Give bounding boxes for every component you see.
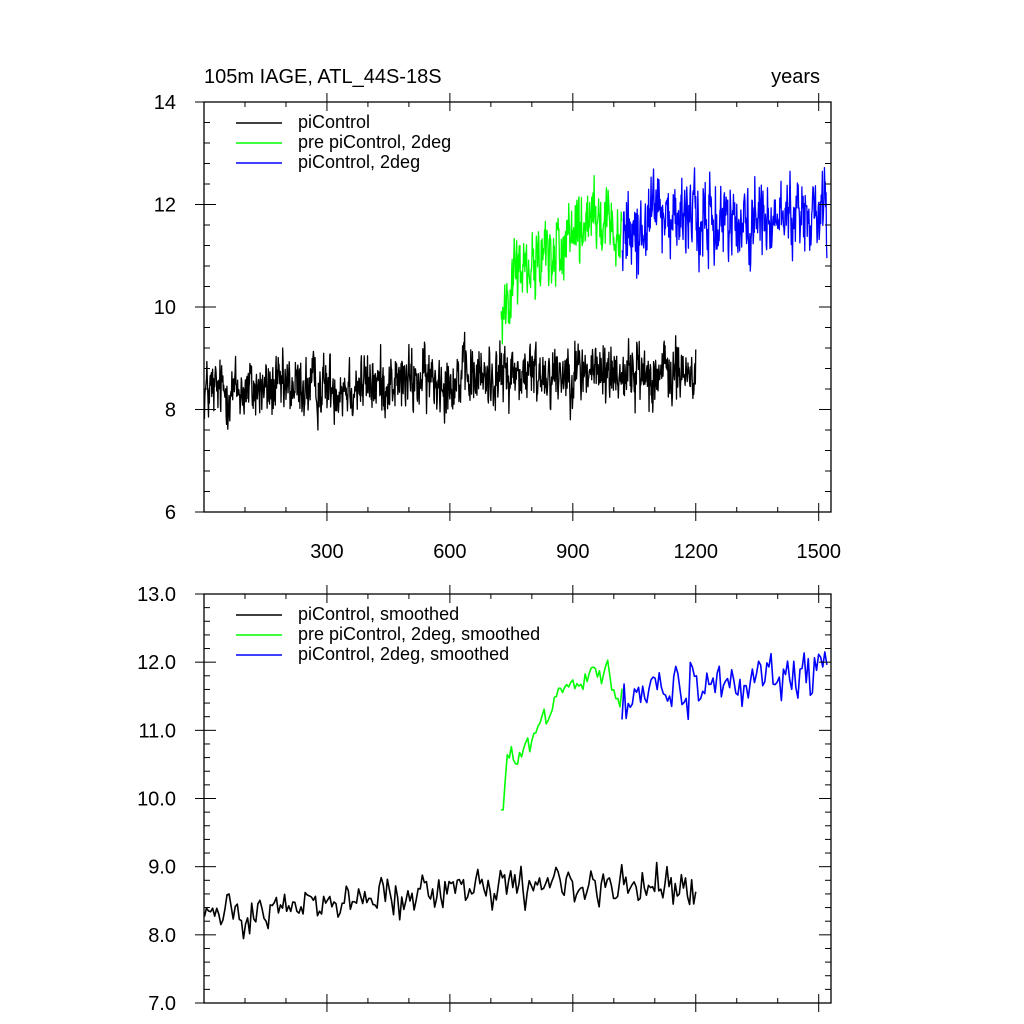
- top-series-line-2: [621, 167, 828, 279]
- y-tick-label: 8: [165, 400, 176, 422]
- legend-label: pre piControl, 2deg, smoothed: [298, 624, 540, 644]
- y-tick-label: 10.0: [137, 789, 176, 811]
- bottom-series-line-1: [501, 659, 623, 811]
- top-panel: 105m IAGE, ATL_44S-18S years 300 600 900 12…: [154, 66, 841, 563]
- top-title-right: years: [771, 66, 820, 88]
- y-tick-label: 11.0: [139, 720, 176, 742]
- top-series-line-0: [203, 331, 697, 431]
- legend-label: piControl, 2deg, smoothed: [298, 644, 509, 664]
- y-tick-label: 6: [165, 502, 176, 524]
- legend-label: piControl, smoothed: [298, 604, 459, 624]
- y-tick-label: 8.0: [148, 925, 176, 947]
- top-series-group: [203, 167, 828, 431]
- x-tick-label: 1200: [674, 541, 719, 563]
- y-tick-label: 14: [154, 92, 176, 114]
- y-tick-label: 12: [154, 195, 176, 217]
- top-axes: 300 600 900 1200 1500 6 8 10 12 14: [154, 92, 841, 563]
- bottom-panel: 7.0 8.0 9.0 10.0 11.0 12.0 13.0 piControl, smo…: [137, 584, 832, 1015]
- x-tick-label: 1500: [796, 541, 841, 563]
- bottom-series-line-0: [203, 861, 697, 940]
- x-tick-label: 600: [433, 541, 466, 563]
- y-tick-label: 7.0: [148, 993, 176, 1015]
- y-tick-label: 9.0: [148, 857, 176, 879]
- legend-label: pre piControl, 2deg: [298, 132, 451, 152]
- bottom-series-group: [203, 651, 828, 940]
- y-tick-label: 12.0: [137, 652, 176, 674]
- legend-label: piControl: [298, 112, 370, 132]
- x-tick-label: 300: [310, 541, 343, 563]
- legend-label: piControl, 2deg: [298, 152, 420, 172]
- bottom-series-line-2: [621, 651, 828, 721]
- y-tick-label: 10: [154, 297, 176, 319]
- top-series-line-1: [500, 174, 623, 345]
- bottom-axes: 7.0 8.0 9.0 10.0 11.0 12.0 13.0: [137, 584, 832, 1015]
- y-tick-label: 13.0: [137, 584, 176, 606]
- top-title-left: 105m IAGE, ATL_44S-18S: [204, 66, 442, 88]
- x-tick-label: 900: [556, 541, 589, 563]
